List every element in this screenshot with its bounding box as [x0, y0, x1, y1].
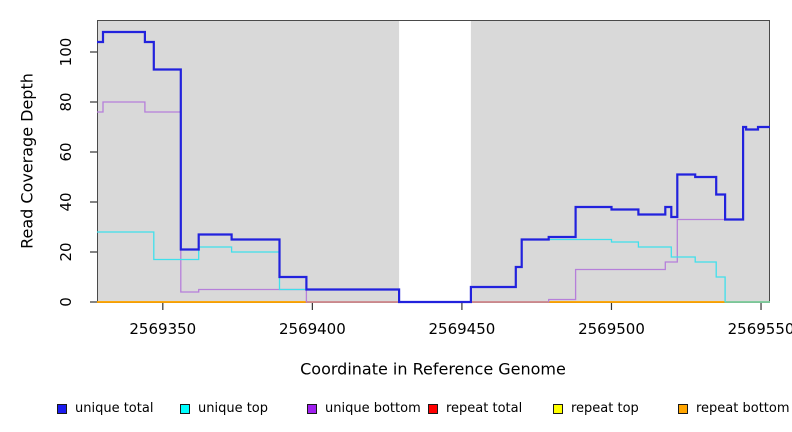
legend-swatch-repeat-total: [428, 403, 438, 414]
legend-label: unique top: [198, 401, 269, 416]
legend-swatch-repeat-top: [553, 403, 563, 414]
legend-item-unique-top: unique top: [180, 401, 268, 416]
y-tick-label: 0: [57, 297, 75, 307]
legend-item-unique-total: unique total: [57, 401, 153, 416]
legend-item-repeat-top: repeat top: [553, 401, 639, 416]
legend-swatch-unique-top: [180, 403, 190, 414]
legend-item-repeat-total: repeat total: [428, 401, 522, 416]
legend-swatch-unique-bottom: [307, 403, 317, 414]
y-tick-label: 100: [57, 37, 75, 67]
y-tick-label: 60: [57, 142, 75, 162]
legend-swatch-unique-total: [57, 403, 67, 414]
x-tick-label: 2569350: [129, 320, 197, 338]
y-tick-label: 80: [57, 92, 75, 112]
legend-label: repeat total: [446, 401, 523, 416]
x-tick-label: 2569550: [727, 320, 792, 338]
y-tick-label: 40: [57, 192, 75, 212]
legend-label: repeat top: [571, 401, 639, 416]
x-tick-label: 2569500: [578, 320, 645, 338]
y-axis-label: Read Coverage Depth: [17, 73, 37, 249]
x-axis-label: Coordinate in Reference Genome: [300, 359, 566, 379]
legend-item-repeat-bottom: repeat bottom: [678, 401, 790, 416]
y-tick-label: 20: [57, 242, 75, 262]
x-tick-label: 2569400: [278, 320, 346, 338]
legend-label: unique total: [75, 401, 154, 416]
legend-item-unique-bottom: unique bottom: [307, 401, 421, 416]
legend-label: repeat bottom: [696, 401, 790, 416]
legend-label: unique bottom: [325, 401, 421, 416]
legend-swatch-repeat-bottom: [678, 403, 688, 414]
x-tick-label: 2569450: [428, 320, 496, 338]
